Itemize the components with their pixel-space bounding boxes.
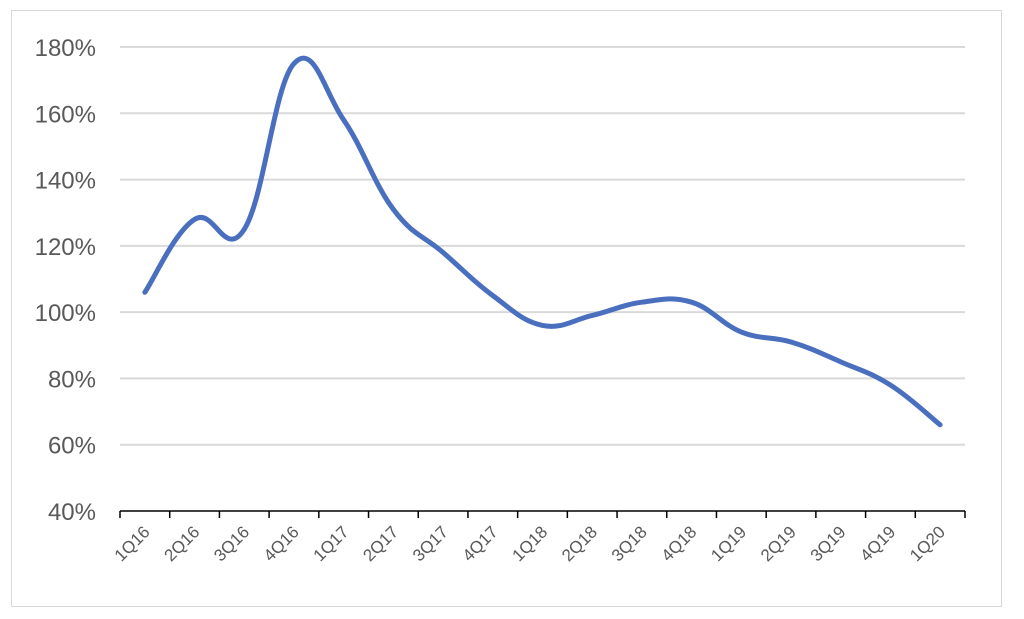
x-tick-label: 1Q19 — [707, 522, 750, 565]
chart-frame — [11, 10, 1002, 607]
x-tick-label: 2Q19 — [757, 522, 800, 565]
x-tick-label: 4Q18 — [658, 522, 701, 565]
gridlines — [120, 46, 965, 446]
x-axis — [119, 510, 966, 518]
y-tick-label: 180% — [35, 35, 96, 62]
x-tick-label: 2Q18 — [558, 522, 601, 565]
x-axis-tick-labels: 1Q16 2Q16 3Q16 4Q16 1Q17 2Q17 3Q17 4Q17 1Q18 2Q18… — [111, 522, 949, 565]
y-tick-label: 120% — [35, 234, 96, 261]
y-axis-ticks: 40% 60% 80% 100% 120% 140% 160% 180% — [35, 35, 96, 526]
series-group — [142, 55, 943, 428]
x-tick-label: 1Q20 — [906, 522, 949, 565]
y-tick-label: 40% — [48, 499, 96, 526]
x-tick-label: 2Q16 — [161, 522, 204, 565]
x-tick-label: 1Q18 — [508, 522, 551, 565]
x-tick-label: 3Q17 — [409, 522, 452, 565]
y-tick-label: 60% — [48, 433, 96, 460]
x-tick-label: 1Q16 — [111, 522, 154, 565]
series-line — [142, 55, 943, 428]
x-tick-label: 1Q17 — [310, 522, 353, 565]
y-tick-label: 140% — [35, 168, 96, 195]
y-tick-label: 80% — [48, 366, 96, 393]
x-tick-label: 4Q17 — [459, 522, 502, 565]
x-tick-label: 4Q16 — [260, 522, 303, 565]
x-tick-label: 3Q16 — [210, 522, 253, 565]
x-tick-label: 3Q18 — [608, 522, 651, 565]
x-tick-label: 4Q19 — [856, 522, 899, 565]
x-tick-label: 3Q19 — [807, 522, 850, 565]
y-tick-label: 160% — [35, 101, 96, 128]
y-tick-label: 100% — [35, 300, 96, 327]
x-tick-label: 2Q17 — [359, 522, 402, 565]
